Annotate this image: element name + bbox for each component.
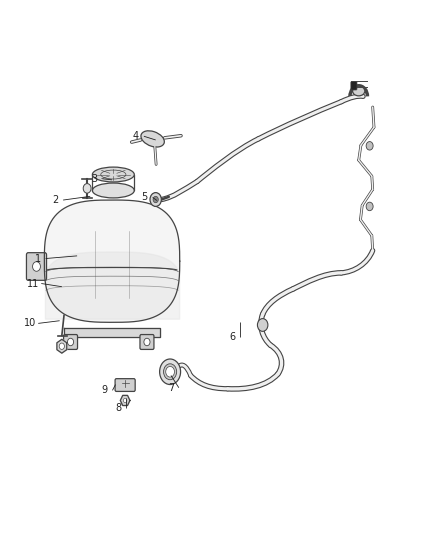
Circle shape [67, 338, 74, 346]
Polygon shape [44, 200, 180, 322]
Circle shape [150, 192, 161, 206]
Polygon shape [120, 395, 130, 406]
Circle shape [144, 338, 150, 346]
Text: 9: 9 [102, 385, 108, 395]
FancyBboxPatch shape [115, 378, 135, 391]
Ellipse shape [353, 86, 365, 96]
Text: 2: 2 [52, 195, 58, 205]
Text: 8: 8 [116, 403, 122, 414]
FancyBboxPatch shape [64, 335, 78, 350]
Circle shape [258, 319, 268, 332]
Text: 1: 1 [35, 254, 41, 263]
Circle shape [83, 183, 91, 193]
Ellipse shape [163, 364, 177, 379]
Text: 11: 11 [27, 279, 39, 288]
Circle shape [59, 343, 64, 350]
Polygon shape [57, 340, 67, 353]
FancyBboxPatch shape [26, 253, 46, 280]
Ellipse shape [92, 167, 134, 182]
FancyBboxPatch shape [140, 335, 154, 350]
Text: 4: 4 [133, 131, 139, 141]
Ellipse shape [92, 183, 134, 198]
Circle shape [366, 142, 373, 150]
Polygon shape [64, 328, 160, 337]
Ellipse shape [159, 359, 180, 384]
FancyBboxPatch shape [351, 82, 357, 90]
Ellipse shape [141, 131, 164, 147]
Text: 10: 10 [24, 318, 36, 328]
Text: 6: 6 [229, 332, 235, 342]
Text: 5: 5 [141, 192, 148, 203]
Circle shape [153, 196, 158, 203]
Circle shape [124, 398, 127, 402]
Circle shape [366, 202, 373, 211]
Text: 3: 3 [92, 174, 98, 184]
Text: 7: 7 [168, 383, 174, 393]
Circle shape [166, 367, 174, 377]
Circle shape [32, 262, 40, 271]
